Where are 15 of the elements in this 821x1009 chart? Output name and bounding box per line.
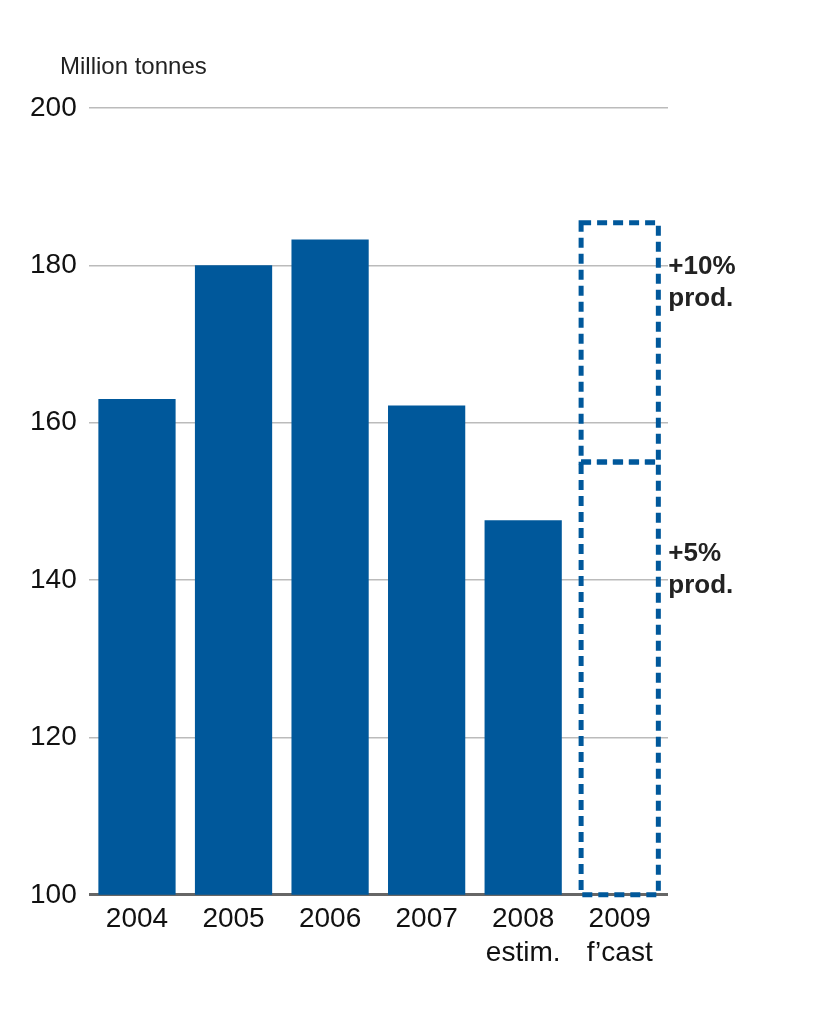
y-tick-label: 160 xyxy=(30,405,77,437)
x-tick-label: 2009 f’cast xyxy=(586,902,653,967)
y-tick-label: 140 xyxy=(30,562,77,594)
y-tick-label: 180 xyxy=(30,248,77,280)
y-tick-label: 120 xyxy=(30,720,77,752)
series-label: +5% prod. xyxy=(668,537,734,600)
x-tick-label: 2008 estim. xyxy=(485,902,561,967)
y-tick-label: 200 xyxy=(30,90,77,122)
y-axis-title: Million tonnes xyxy=(60,52,207,79)
x-tick-label: 2005 xyxy=(202,902,265,934)
x-tick-label: 2006 xyxy=(298,902,362,934)
y-tick-label: 100 xyxy=(30,877,77,909)
x-tick-label: 2007 xyxy=(395,902,458,934)
x-tick-label: 2004 xyxy=(105,902,169,934)
series-label: +10% prod. xyxy=(668,249,736,312)
